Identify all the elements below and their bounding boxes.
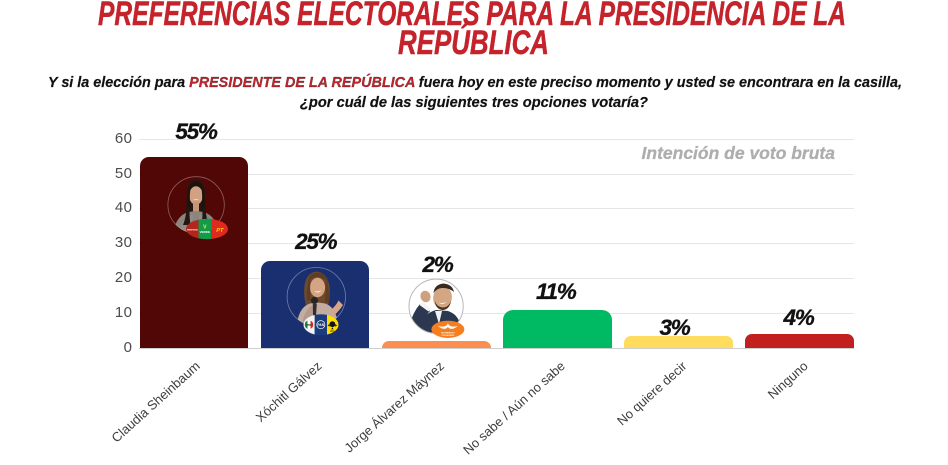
svg-text:morena: morena [187,227,198,231]
svg-text:PAN: PAN [318,323,325,327]
svg-text:PRD: PRD [330,331,335,333]
svg-text:VERDE: VERDE [200,230,210,234]
svg-text:PRI: PRI [307,323,312,327]
svg-text:PT: PT [216,228,224,234]
svg-text:CIUDADANO: CIUDADANO [442,334,455,337]
svg-text:MOVIMIENTO: MOVIMIENTO [441,332,455,334]
svg-text:V: V [203,225,207,231]
